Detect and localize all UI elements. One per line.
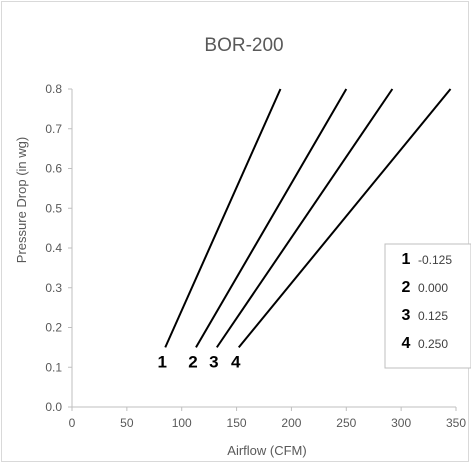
series-line-4 <box>237 88 452 349</box>
series-label-2: 2 <box>188 352 197 371</box>
x-tick-label: 300 <box>391 416 411 430</box>
legend-number-3: 3 <box>402 307 411 324</box>
y-axis-title: Pressure Drop (in wg) <box>14 137 29 263</box>
x-tick-label: 0 <box>69 416 76 430</box>
series-label-1: 1 <box>158 352 167 371</box>
legend-number-2: 2 <box>402 279 411 296</box>
x-tick-label: 350 <box>446 416 466 430</box>
x-tick-label: 100 <box>172 416 192 430</box>
x-axis-title: Airflow (CFM) <box>227 443 306 458</box>
legend-value-2: 0.000 <box>418 281 448 295</box>
y-tick-label: 0.7 <box>45 122 62 136</box>
y-tick-label: 0.6 <box>45 162 62 176</box>
series-line-3 <box>215 88 394 348</box>
axes: 0.0 0.1 0.2 0.3 0.4 0.5 0.6 0.7 0.8 0 50 100 150 200 2… <box>45 82 466 430</box>
legend-value-1: -0.125 <box>418 253 452 267</box>
chart-title: BOR-200 <box>204 35 283 56</box>
legend-value-3: 0.125 <box>418 309 448 323</box>
series-label-3: 3 <box>209 352 218 371</box>
y-tick-label: 0.1 <box>45 360 62 374</box>
series-line-1 <box>164 88 282 348</box>
y-tick-label: 0.8 <box>45 82 62 96</box>
series-label-4: 4 <box>231 352 241 371</box>
legend-number-1: 1 <box>402 251 411 268</box>
y-tick-label: 0.4 <box>45 241 62 255</box>
x-tick-label: 200 <box>281 416 301 430</box>
y-tick-label: 0.0 <box>45 400 62 414</box>
legend-number-4: 4 <box>402 335 411 352</box>
y-tick-label: 0.3 <box>45 281 62 295</box>
x-tick-label: 50 <box>120 416 134 430</box>
x-tick-label: 250 <box>336 416 356 430</box>
legend-box <box>384 243 471 369</box>
y-tick-label: 0.2 <box>45 321 62 335</box>
y-tick-label: 0.5 <box>45 201 62 215</box>
x-tick-label: 150 <box>227 416 247 430</box>
legend: 1 -0.125 2 0.000 3 0.125 4 0.250 <box>384 243 471 369</box>
series-line-2 <box>195 88 348 348</box>
legend-value-4: 0.250 <box>418 337 448 351</box>
